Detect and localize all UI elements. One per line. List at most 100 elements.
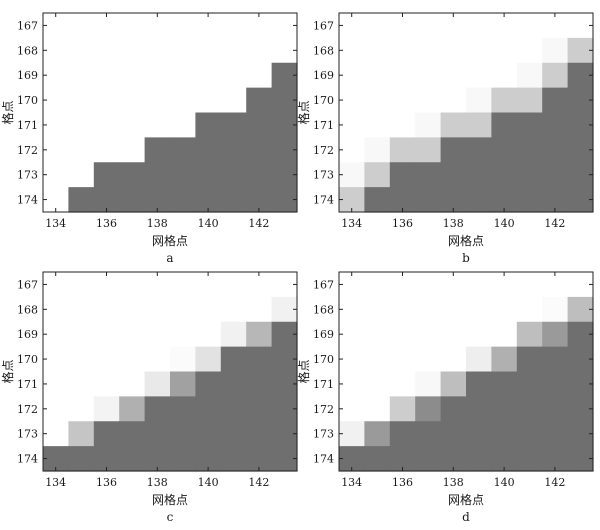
heatmap-cell bbox=[389, 321, 416, 348]
heatmap-cell bbox=[339, 296, 365, 323]
x-axis-title: 网格点 bbox=[448, 233, 484, 248]
heatmap-cell bbox=[220, 321, 247, 348]
heatmap-cell bbox=[491, 162, 518, 188]
y-axis-title: 格点 bbox=[0, 100, 15, 124]
heatmap-cell bbox=[542, 162, 569, 188]
heatmap-cell bbox=[119, 321, 146, 348]
heatmap-cell bbox=[542, 296, 569, 323]
plot-frame bbox=[338, 271, 594, 472]
heatmap-cell bbox=[542, 13, 569, 39]
heatmap-cell bbox=[144, 421, 171, 447]
heatmap-cell bbox=[440, 346, 467, 373]
heatmap-cell bbox=[440, 112, 467, 138]
heatmap-cell bbox=[466, 421, 492, 447]
heatmap-cell bbox=[339, 162, 365, 188]
heatmap-cell bbox=[43, 421, 69, 447]
heatmap-cell bbox=[389, 272, 416, 298]
heatmap-cell bbox=[339, 421, 365, 447]
heatmap-cell bbox=[542, 272, 569, 298]
heatmap-cell bbox=[170, 371, 196, 397]
heatmap-cell bbox=[246, 421, 273, 447]
heatmap-cell bbox=[364, 37, 391, 64]
heatmap-cell bbox=[43, 62, 69, 89]
heatmap-cell bbox=[170, 13, 196, 39]
heatmap-cell bbox=[364, 62, 391, 89]
heatmap-cell bbox=[144, 87, 171, 114]
heatmap-cell bbox=[491, 87, 518, 114]
y-tick-label: 167 bbox=[313, 19, 334, 32]
heatmap-cell bbox=[415, 137, 442, 163]
heatmap-cell bbox=[440, 396, 467, 422]
plot-frame bbox=[42, 271, 298, 472]
heatmap-cell bbox=[220, 112, 247, 138]
x-tick-label: 136 bbox=[392, 476, 413, 489]
panel-label: b bbox=[462, 251, 470, 265]
heatmap-cell bbox=[364, 187, 391, 213]
heatmap-cell bbox=[415, 346, 442, 373]
heatmap-cell bbox=[195, 87, 222, 114]
heatmap-cell bbox=[93, 13, 120, 39]
heatmap-cell bbox=[93, 112, 120, 138]
y-axis-title: 格点 bbox=[296, 100, 311, 124]
heatmap-cell bbox=[389, 37, 416, 64]
heatmap-cell bbox=[389, 162, 416, 188]
heatmap-cell bbox=[466, 37, 492, 64]
y-tick-label: 170 bbox=[17, 353, 38, 366]
heatmap-cell bbox=[68, 446, 95, 472]
heatmap-cell bbox=[43, 112, 69, 138]
y-tick-label: 173 bbox=[313, 428, 334, 441]
heatmap-cell bbox=[440, 13, 467, 39]
heatmap-cell bbox=[542, 396, 569, 422]
heatmap-cell bbox=[542, 321, 569, 348]
heatmap-cell bbox=[93, 62, 120, 89]
heatmap-cell bbox=[415, 396, 442, 422]
heatmap-cell bbox=[144, 62, 171, 89]
heatmap-cell bbox=[68, 421, 95, 447]
heatmap-cell bbox=[516, 346, 543, 373]
heatmap-cell bbox=[220, 371, 247, 397]
heatmap-cell bbox=[415, 112, 442, 138]
heatmap-cell bbox=[195, 346, 222, 373]
heatmap-cell bbox=[220, 396, 247, 422]
heatmap-cell bbox=[170, 162, 196, 188]
heatmap-cell bbox=[339, 321, 365, 348]
heatmap-cell bbox=[339, 371, 365, 397]
heatmap-cell bbox=[220, 62, 247, 89]
y-tick-label: 170 bbox=[17, 94, 38, 107]
heatmap-cell bbox=[389, 13, 416, 39]
y-tick-label: 168 bbox=[313, 303, 334, 316]
heatmap-cell bbox=[195, 321, 222, 348]
heatmap-cell bbox=[246, 87, 273, 114]
y-tick-label: 169 bbox=[17, 328, 38, 341]
heatmap-cell bbox=[195, 296, 222, 323]
heatmap-cell bbox=[43, 371, 69, 397]
heatmap-cell bbox=[43, 321, 69, 348]
heatmap-cell bbox=[339, 62, 365, 89]
x-tick-label: 136 bbox=[392, 217, 413, 230]
x-tick-label: 140 bbox=[494, 476, 515, 489]
heatmap-cell bbox=[43, 162, 69, 188]
heatmap-cell bbox=[68, 62, 95, 89]
heatmap-cell bbox=[119, 346, 146, 373]
heatmap-cell bbox=[68, 137, 95, 163]
heatmap-cell bbox=[364, 421, 391, 447]
y-tick-label: 169 bbox=[313, 69, 334, 82]
heatmap-cell bbox=[144, 396, 171, 422]
heatmap-cell bbox=[220, 346, 247, 373]
heatmap-cell bbox=[466, 13, 492, 39]
heatmap-cell bbox=[246, 296, 273, 323]
panel-label: c bbox=[167, 510, 174, 524]
heatmap-cell bbox=[119, 446, 146, 472]
heatmap-cell bbox=[119, 187, 146, 213]
heatmap-cell bbox=[542, 371, 569, 397]
panel-d: 134 136 138 140 142 167 168 169 170 171 172 173 174 网… bbox=[296, 271, 594, 524]
heatmap-cell bbox=[415, 162, 442, 188]
heatmap-cell bbox=[68, 187, 95, 213]
heatmap-cell bbox=[516, 296, 543, 323]
heatmap-cell bbox=[389, 396, 416, 422]
heatmap-cell bbox=[195, 62, 222, 89]
heatmap-cell bbox=[466, 446, 492, 472]
heatmap-cell bbox=[516, 87, 543, 114]
heatmap-cell bbox=[119, 371, 146, 397]
